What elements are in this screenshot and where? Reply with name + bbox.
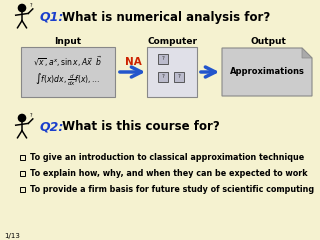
Text: What is this course for?: What is this course for?: [58, 120, 220, 133]
FancyBboxPatch shape: [20, 171, 25, 176]
Text: ?: ?: [162, 56, 164, 61]
Text: Q2:: Q2:: [40, 120, 64, 133]
Text: ?: ?: [178, 74, 180, 79]
Text: Output: Output: [250, 37, 286, 47]
Text: $\sqrt{x},a^x,\sin x,A\vec{x}\ \ \vec{b}$: $\sqrt{x},a^x,\sin x,A\vec{x}\ \ \vec{b}…: [33, 55, 103, 69]
Text: 1/13: 1/13: [4, 233, 20, 239]
Circle shape: [18, 4, 26, 12]
Text: ?: ?: [162, 74, 164, 79]
Text: To explain how, why, and when they can be expected to work: To explain how, why, and when they can b…: [30, 169, 308, 179]
Text: To give an introduction to classical approximation technique: To give an introduction to classical app…: [30, 154, 304, 162]
FancyBboxPatch shape: [20, 155, 25, 160]
Text: ?: ?: [30, 3, 32, 8]
Text: What is numerical analysis for?: What is numerical analysis for?: [58, 11, 270, 24]
Circle shape: [18, 114, 26, 122]
Text: NA: NA: [124, 57, 141, 67]
Polygon shape: [302, 48, 312, 58]
FancyBboxPatch shape: [147, 47, 197, 97]
FancyBboxPatch shape: [158, 72, 168, 82]
Text: $\int f(x)dx,\frac{d}{dx}f(x),\ldots$: $\int f(x)dx,\frac{d}{dx}f(x),\ldots$: [36, 72, 100, 88]
Text: Computer: Computer: [147, 37, 197, 47]
Text: Approximations: Approximations: [229, 67, 304, 77]
Text: Q1:: Q1:: [40, 11, 64, 24]
Text: Input: Input: [54, 37, 82, 47]
FancyBboxPatch shape: [20, 187, 25, 192]
FancyBboxPatch shape: [21, 47, 115, 97]
FancyBboxPatch shape: [158, 54, 168, 64]
Text: ?: ?: [30, 113, 32, 118]
FancyBboxPatch shape: [174, 72, 184, 82]
Polygon shape: [222, 48, 312, 96]
Text: To provide a firm basis for future study of scientific computing: To provide a firm basis for future study…: [30, 186, 314, 194]
